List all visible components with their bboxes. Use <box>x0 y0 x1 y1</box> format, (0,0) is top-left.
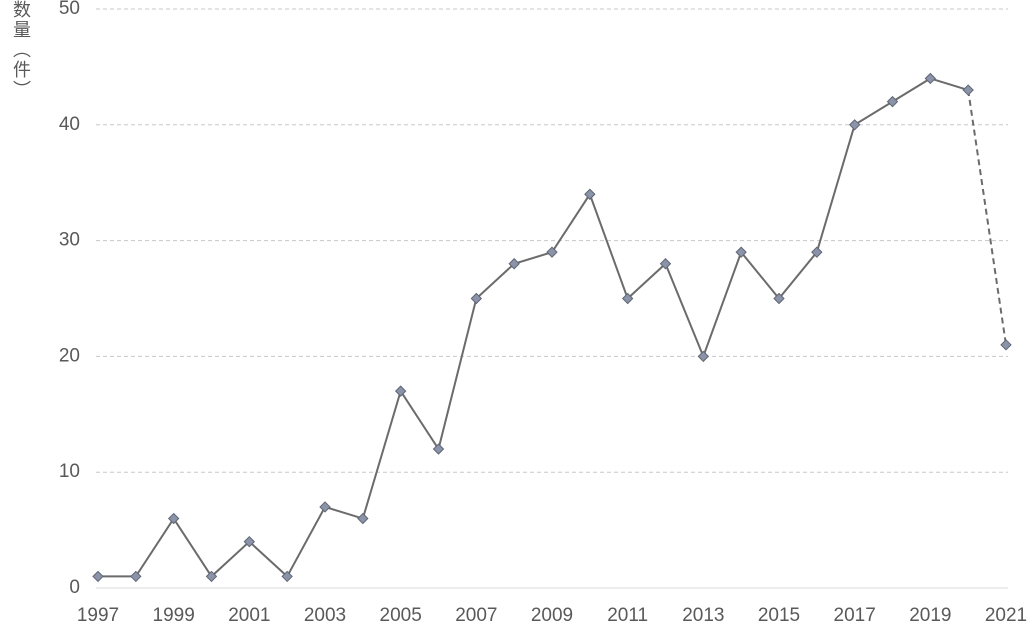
line <box>98 77 969 579</box>
x-tick-label: 1999 <box>153 605 195 626</box>
x-tick-label: 2015 <box>758 605 800 626</box>
marker <box>811 246 823 258</box>
x-tick-label: 2001 <box>228 605 270 626</box>
marker <box>394 385 407 397</box>
marker <box>92 570 104 583</box>
line-dashed <box>967 89 1007 345</box>
marker <box>773 292 785 305</box>
marker <box>924 72 937 85</box>
marker <box>432 443 445 455</box>
y-tick-label: 40 <box>59 114 80 135</box>
marker <box>886 95 899 108</box>
marker <box>167 512 180 525</box>
marker <box>243 535 256 548</box>
marker <box>546 246 558 258</box>
x-tick-label: 2005 <box>380 605 422 626</box>
y-tick-label: 50 <box>59 0 80 19</box>
x-tick-label: 2021 <box>985 605 1027 626</box>
x-tick-label: 2017 <box>834 605 876 626</box>
x-tick-label: 2003 <box>304 605 346 626</box>
marker <box>584 188 596 200</box>
y-tick-label: 20 <box>59 345 80 366</box>
x-tick-label: 1997 <box>77 605 119 626</box>
x-tick-label: 2019 <box>909 605 951 626</box>
marker <box>508 258 520 270</box>
marker <box>205 570 218 583</box>
y-tick-label: 10 <box>59 461 80 482</box>
marker <box>848 119 861 131</box>
marker <box>357 512 369 525</box>
x-tick-label: 2009 <box>531 605 573 626</box>
x-tick-label: 2011 <box>607 605 648 626</box>
marker <box>697 350 710 363</box>
marker <box>470 292 483 305</box>
marker <box>130 570 142 583</box>
x-tick-label: 2013 <box>682 605 724 626</box>
marker <box>281 570 293 583</box>
x-tick-label: 2007 <box>455 605 497 626</box>
marker <box>319 501 331 513</box>
marker <box>735 246 747 258</box>
marker <box>621 292 634 305</box>
y-axis-title: 数量（件） <box>10 0 31 100</box>
marker <box>1000 339 1012 351</box>
marker <box>659 258 672 270</box>
y-tick-label: 0 <box>69 577 80 598</box>
marker <box>962 84 974 96</box>
y-tick-label: 30 <box>59 230 80 251</box>
